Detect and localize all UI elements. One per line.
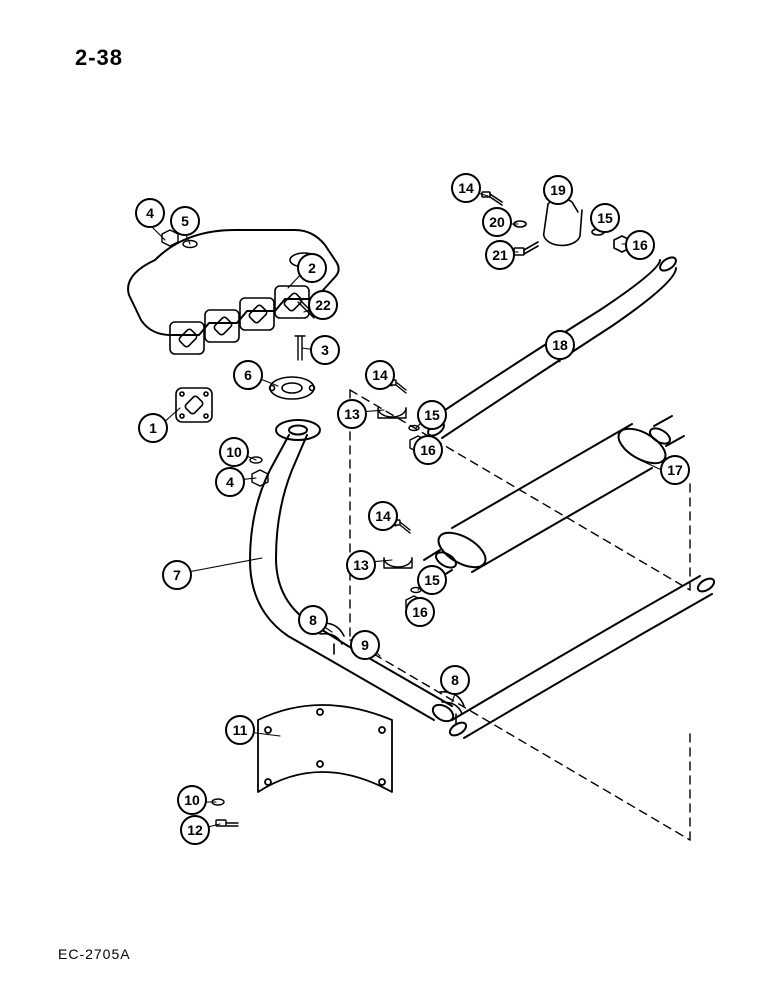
callout-8: 8: [298, 605, 328, 635]
callout-16: 16: [405, 597, 435, 627]
exploded-diagram: [0, 0, 780, 1000]
callout-12: 12: [180, 815, 210, 845]
callout-14: 14: [451, 173, 481, 203]
callout-7: 7: [162, 560, 192, 590]
callout-10: 10: [219, 437, 249, 467]
callout-11: 11: [225, 715, 255, 745]
callout-18: 18: [545, 330, 575, 360]
callout-10: 10: [177, 785, 207, 815]
callout-17: 17: [660, 455, 690, 485]
callout-5: 5: [170, 206, 200, 236]
callout-15: 15: [417, 400, 447, 430]
callout-16: 16: [413, 435, 443, 465]
callout-15: 15: [590, 203, 620, 233]
callout-13: 13: [346, 550, 376, 580]
callout-20: 20: [482, 207, 512, 237]
callout-16: 16: [625, 230, 655, 260]
callout-8: 8: [440, 665, 470, 695]
callout-15: 15: [417, 565, 447, 595]
callout-3: 3: [310, 335, 340, 365]
callout-4: 4: [135, 198, 165, 228]
callout-1: 1: [138, 413, 168, 443]
callout-21: 21: [485, 240, 515, 270]
callout-9: 9: [350, 630, 380, 660]
callout-13: 13: [337, 399, 367, 429]
callout-14: 14: [365, 360, 395, 390]
callout-6: 6: [233, 360, 263, 390]
callout-19: 19: [543, 175, 573, 205]
callout-2: 2: [297, 253, 327, 283]
callout-4: 4: [215, 467, 245, 497]
page: 2-38 EC-2705A: [0, 0, 780, 1000]
callout-14: 14: [368, 501, 398, 531]
callout-22: 22: [308, 290, 338, 320]
